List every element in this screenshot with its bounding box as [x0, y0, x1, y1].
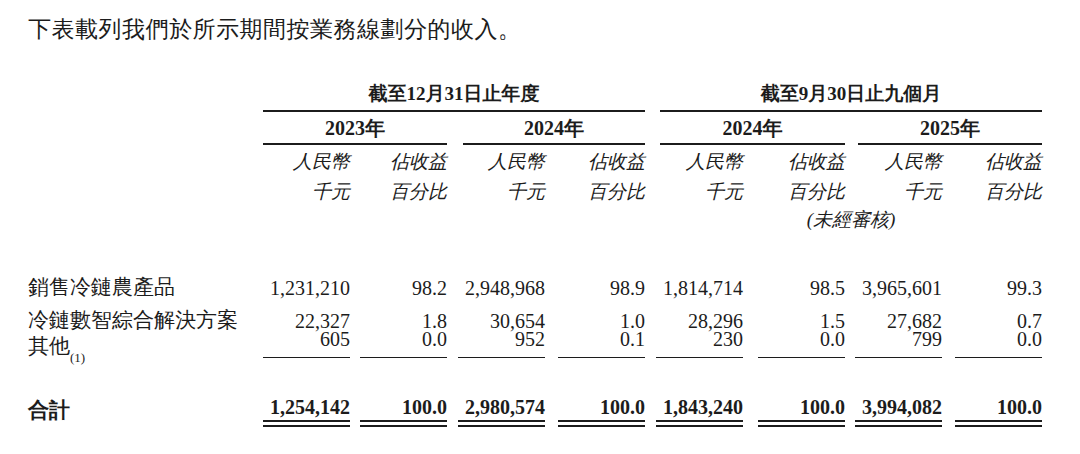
cell-value: 3,965,601 — [845, 265, 942, 299]
cell-value: 230 — [656, 328, 743, 358]
row-label-digital-solutions: 冷鏈數智綜合解決方案 — [28, 299, 263, 332]
year-label: 2024年 — [463, 117, 645, 145]
cell-value: 98.9 — [545, 265, 645, 299]
cell-value: 0.1 — [558, 328, 645, 358]
col-subheader-pct-unit: 百分比 — [350, 175, 447, 205]
year-header-2024-ninemonths: 2024年 — [645, 112, 845, 145]
cell-value: 1,814,714 — [645, 265, 743, 299]
period-group-header-ninemonths: 截至9月30日止九個月 — [645, 82, 1042, 112]
col-subheader-rmb: 人民幣 — [645, 145, 743, 175]
cell-value: 0.0 — [955, 328, 1042, 358]
col-subheader-pct: 佔收益 — [942, 145, 1042, 175]
col-subheader-rmb-unit: 千元 — [447, 175, 545, 205]
cell-value: 952 — [458, 328, 545, 358]
revenue-table: 截至12月31日止年度 截至9月30日止九個月 2023年 2024年 2024… — [28, 82, 1042, 422]
total-row-label: 合計 — [28, 396, 263, 422]
cell-value: 2,948,968 — [447, 265, 545, 299]
cell-value: 799 — [855, 328, 942, 358]
page-title: 下表載列我們於所示期間按業務線劃分的收入。 — [28, 14, 522, 45]
col-subheader-rmb-unit: 千元 — [845, 175, 942, 205]
period-group-label: 截至9月30日止九個月 — [660, 84, 1042, 112]
total-value: 100.0 — [758, 396, 845, 422]
col-subheader-rmb-unit: 千元 — [645, 175, 743, 205]
col-subheader-rmb: 人民幣 — [263, 145, 350, 175]
col-subheader-pct-unit: 百分比 — [942, 175, 1042, 205]
total-value: 100.0 — [558, 396, 645, 422]
cell-value: 99.3 — [942, 265, 1042, 299]
period-group-header-annual: 截至12月31日止年度 — [263, 82, 645, 112]
col-subheader-pct-unit: 百分比 — [743, 175, 845, 205]
total-value: 2,980,574 — [458, 396, 545, 422]
year-label: 2024年 — [660, 117, 845, 145]
year-header-2023: 2023年 — [263, 112, 447, 145]
cell-value: 1,231,210 — [263, 265, 350, 299]
row-label-cold-chain-products: 銷售冷鏈農產品 — [28, 265, 263, 299]
year-label: 2023年 — [263, 117, 447, 145]
cell-value: 605 — [263, 328, 350, 358]
row-label-text: 其他 — [28, 335, 70, 358]
total-value: 1,254,142 — [263, 396, 350, 422]
year-header-2025: 2025年 — [845, 112, 1042, 145]
cell-value: 98.2 — [350, 265, 447, 299]
document-page: 下表載列我們於所示期間按業務線劃分的收入。 截至12月31日止年度 截至9月30… — [0, 0, 1080, 454]
total-value: 100.0 — [360, 396, 447, 422]
col-subheader-rmb: 人民幣 — [845, 145, 942, 175]
cell-value: 0.0 — [758, 328, 845, 358]
year-header-2024-annual: 2024年 — [447, 112, 645, 145]
period-group-label: 截至12月31日止年度 — [263, 84, 645, 112]
total-value: 100.0 — [955, 396, 1042, 422]
col-subheader-rmb: 人民幣 — [447, 145, 545, 175]
col-subheader-pct-unit: 百分比 — [545, 175, 645, 205]
unaudited-note: (未經審核) — [645, 205, 1042, 231]
col-subheader-pct: 佔收益 — [350, 145, 447, 175]
cell-value: 0.0 — [360, 328, 447, 358]
year-label: 2025年 — [858, 117, 1042, 145]
total-value: 1,843,240 — [656, 396, 743, 422]
total-value: 3,994,082 — [855, 396, 942, 422]
row-label-others: 其他(1) — [28, 332, 263, 358]
col-subheader-pct: 佔收益 — [545, 145, 645, 175]
col-subheader-rmb-unit: 千元 — [263, 175, 350, 205]
cell-value: 98.5 — [743, 265, 845, 299]
col-subheader-pct: 佔收益 — [743, 145, 845, 175]
